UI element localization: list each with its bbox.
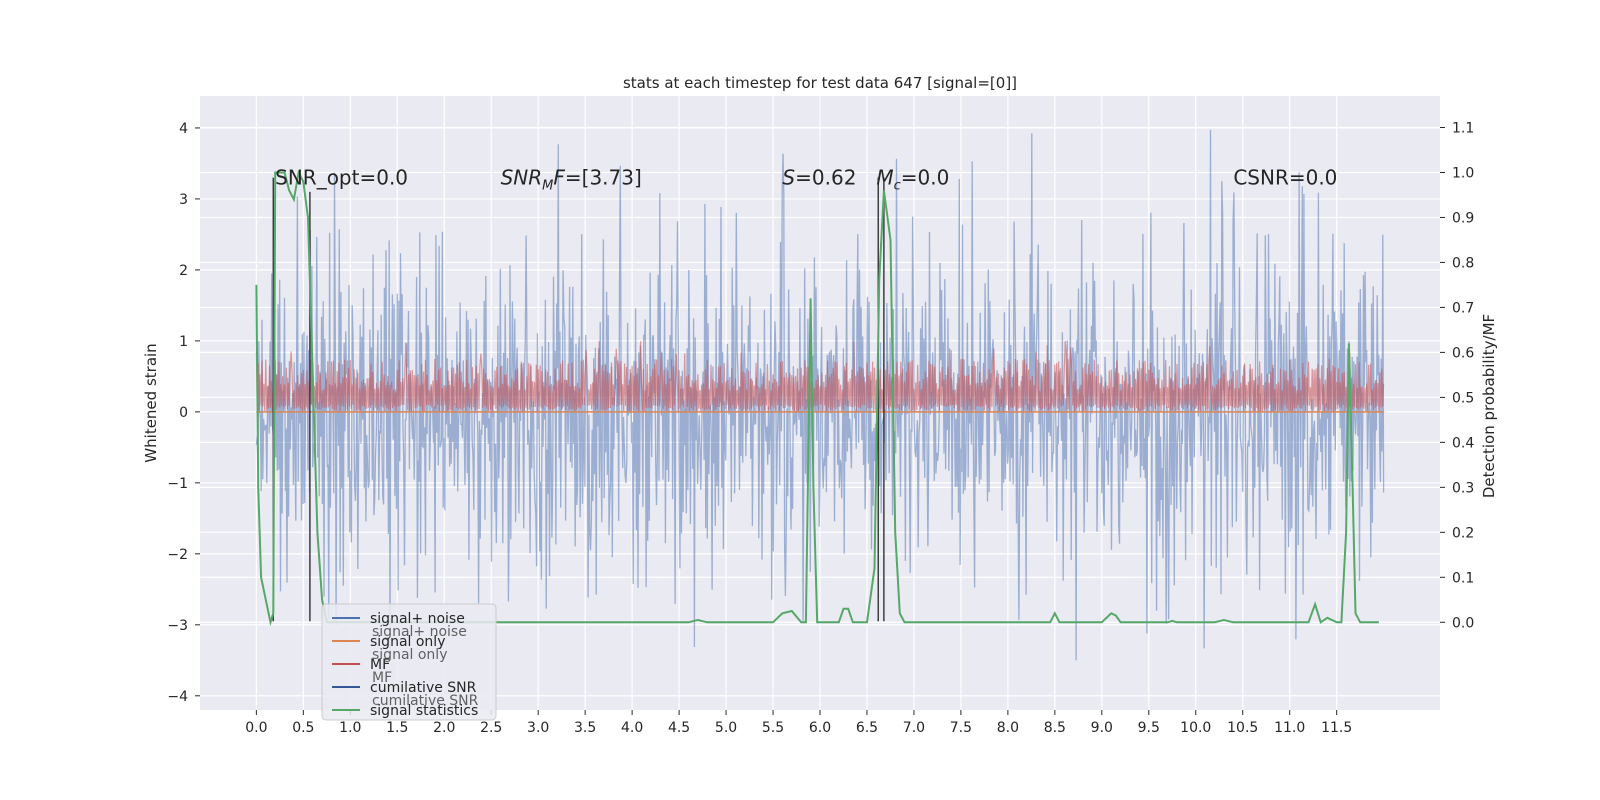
x-tick-label: 5.0 <box>715 720 737 736</box>
annotation-3: Mc=0.0 <box>876 166 949 194</box>
series-mf <box>255 340 1385 412</box>
y-right-tick-label: 0.5 <box>1452 390 1474 406</box>
legend-label: signal statistics <box>370 703 478 719</box>
y-axis-right: 0.0 0.1 0.2 0.3 0.4 0.5 0.6 0.7 0.8 0.9 1.0 1.1 <box>1440 120 1474 631</box>
legend-label: signal only <box>370 634 445 650</box>
y-right-tick-label: 0.3 <box>1452 480 1474 496</box>
x-tick-label: 11.5 <box>1321 720 1352 736</box>
y-axis-left: −4 −3 −2 −1 0 1 2 3 4 <box>167 121 200 705</box>
y-left-tick-label: 3 <box>179 192 188 208</box>
y-right-tick-label: 0.7 <box>1452 300 1474 316</box>
y-right-tick-label: 1.1 <box>1452 120 1474 136</box>
x-axis: 0.0 0.5 1.0 1.5 2.0 2.5 3.0 3.5 4.0 4.5 5.0 5.5 6.0 6… <box>245 710 1352 736</box>
y-left-tick-label: −1 <box>167 476 188 492</box>
y-right-tick-label: 0.6 <box>1452 345 1474 361</box>
x-tick-label: 6.5 <box>856 720 878 736</box>
y-left-tick-label: −3 <box>167 618 188 634</box>
x-tick-label: 5.5 <box>762 720 784 736</box>
x-tick-label: 10.0 <box>1180 720 1211 736</box>
signal-statistics-line <box>255 169 1379 627</box>
y-left-tick-label: −4 <box>167 689 188 705</box>
legend-ghost-label: cumilative SNR <box>372 693 479 709</box>
x-tick-label: 11.0 <box>1274 720 1305 736</box>
annotation-1: SNRMF=[3.73] <box>501 166 642 194</box>
y-right-tick-label: 0.1 <box>1452 570 1474 586</box>
x-tick-label: 8.0 <box>997 720 1019 736</box>
series-signal-noise <box>255 129 1385 661</box>
legend-box <box>321 603 497 721</box>
y-left-tick-label: 0 <box>179 405 188 421</box>
x-tick-label: 8.5 <box>1044 720 1066 736</box>
legend-label: signal+ noise <box>370 611 465 627</box>
x-tick-label: 10.5 <box>1227 720 1258 736</box>
legend-ghost-label: signal only <box>372 647 447 663</box>
y-right-tick-label: 1.0 <box>1452 165 1474 181</box>
x-tick-label: 0.5 <box>292 720 314 736</box>
x-tick-label: 4.0 <box>621 720 643 736</box>
y-right-tick-label: 0.2 <box>1452 525 1474 541</box>
legend-label: cumilative SNR <box>370 680 477 696</box>
x-tick-label: 9.5 <box>1138 720 1160 736</box>
series-signal-statistics <box>255 169 1379 627</box>
annotation-2: S=0.62 <box>782 166 856 190</box>
y-left-tick-label: 2 <box>179 263 188 279</box>
y-left-tick-label: 4 <box>179 121 188 137</box>
y-left-tick-label: 1 <box>179 334 188 350</box>
x-tick-label: 6.0 <box>809 720 831 736</box>
x-tick-label: 7.5 <box>950 720 972 736</box>
x-tick-label: 1.5 <box>386 720 408 736</box>
signal-noise-line <box>255 129 1385 661</box>
mf-line <box>255 340 1385 412</box>
chart-title: stats at each timestep for test data 647… <box>623 74 1017 92</box>
legend-ghost-label: signal+ noise <box>372 624 467 640</box>
y-right-tick-label: 0.9 <box>1452 210 1474 226</box>
y-axis-right-label: Detection probability/MF <box>1480 314 1498 498</box>
y-right-tick-label: 0.8 <box>1452 255 1474 271</box>
x-tick-label: 2.5 <box>480 720 502 736</box>
annotations: SNR_opt=0.0 SNRMF=[3.73] S=0.62 Mc=0.0 CSNR=… <box>275 166 1337 194</box>
x-tick-label: 1.0 <box>339 720 361 736</box>
x-tick-label: 9.0 <box>1091 720 1113 736</box>
y-left-tick-label: −2 <box>167 547 188 563</box>
x-tick-label: 2.0 <box>433 720 455 736</box>
legend-label: MF <box>370 657 390 673</box>
legend-ghost-label: MF <box>372 670 392 686</box>
x-tick-label: 0.0 <box>245 720 267 736</box>
annotation-4: CSNR=0.0 <box>1233 166 1337 190</box>
y-axis-left-label: Whitened strain <box>142 343 160 462</box>
x-tick-label: 7.0 <box>903 720 925 736</box>
y-right-tick-label: 0.0 <box>1452 615 1474 631</box>
x-tick-label: 3.0 <box>527 720 549 736</box>
x-tick-label: 4.5 <box>668 720 690 736</box>
x-tick-label: 3.5 <box>574 720 596 736</box>
y-right-tick-label: 0.4 <box>1452 435 1474 451</box>
annotation-0: SNR_opt=0.0 <box>275 166 408 190</box>
